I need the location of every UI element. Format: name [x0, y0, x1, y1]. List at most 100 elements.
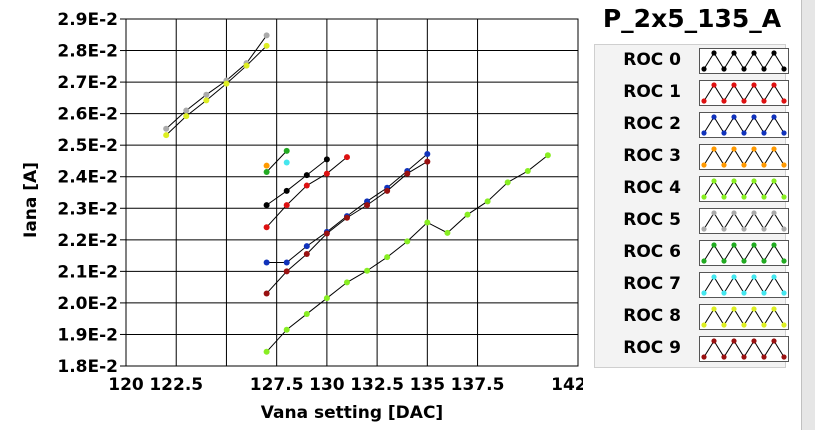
legend-swatch-graphic [701, 274, 787, 296]
legend-swatch-marker [741, 66, 747, 72]
legend-swatch-marker [731, 242, 737, 248]
legend-swatch [699, 272, 789, 298]
series-line [165, 35, 268, 130]
x-tick-label: 135 [410, 375, 446, 395]
legend-swatch-marker [771, 338, 777, 344]
legend-swatch-marker [771, 210, 777, 216]
data-point [283, 159, 290, 166]
legend-swatch-graphic [701, 50, 787, 72]
legend-swatch-graphic [701, 338, 787, 360]
data-point [343, 214, 350, 221]
x-tick-label: 137.5 [451, 375, 505, 395]
data-point [263, 162, 270, 169]
legend-swatch-marker [721, 226, 727, 232]
data-point [424, 158, 431, 165]
legend-swatch [699, 112, 789, 138]
x-tick-label: 127.5 [250, 375, 304, 395]
series-line [266, 161, 428, 294]
legend-item: ROC 1 [595, 77, 789, 109]
legend-swatch-marker [731, 306, 737, 312]
legend-swatch-marker [721, 258, 727, 264]
legend-swatch-marker [761, 98, 767, 104]
data-point [544, 152, 551, 159]
legend-swatch-marker [711, 242, 717, 248]
data-point [323, 156, 330, 163]
legend-swatch-graphic [701, 146, 787, 168]
legend-swatch-graphic [701, 114, 787, 136]
vertical-scrollbar[interactable] [801, 0, 815, 430]
legend-item-label: ROC 2 [623, 114, 681, 134]
data-point [464, 211, 471, 218]
legend-item-label: ROC 1 [623, 82, 681, 102]
data-series [163, 32, 551, 355]
data-point [504, 179, 511, 186]
data-point [203, 91, 210, 98]
legend-swatch-marker [731, 178, 737, 184]
legend-swatch-marker [741, 354, 747, 360]
data-point [424, 151, 431, 158]
data-point [283, 147, 290, 154]
legend-swatch-marker [761, 354, 767, 360]
data-point [384, 187, 391, 194]
data-point [364, 267, 371, 274]
series-roc-6 [263, 147, 290, 175]
legend-swatch-marker [731, 338, 737, 344]
legend-swatch [699, 336, 789, 362]
legend-swatch-marker [781, 194, 787, 200]
legend-swatch-graphic [701, 306, 787, 328]
legend-swatch-marker [721, 130, 727, 136]
y-tick-label: 2.8E-2 [57, 42, 118, 62]
data-point [283, 268, 290, 275]
data-point [323, 230, 330, 237]
legend-swatch-marker [721, 322, 727, 328]
legend-swatch-marker [731, 210, 737, 216]
series-roc-9 [263, 158, 431, 297]
legend-swatch-marker [781, 130, 787, 136]
legend-swatch-marker [751, 338, 757, 344]
legend-swatch-marker [761, 226, 767, 232]
legend-item-label: ROC 9 [623, 338, 681, 358]
legend-swatch-marker [781, 290, 787, 296]
legend-swatch-marker [721, 66, 727, 72]
data-point [163, 132, 170, 139]
legend-swatch-graphic [701, 178, 787, 200]
x-tick-label: 130 [309, 375, 345, 395]
legend-swatch [699, 48, 789, 74]
legend-swatch-marker [711, 114, 717, 120]
legend-item-label: ROC 3 [623, 146, 681, 166]
legend-swatch-marker [701, 290, 707, 296]
legend-item: ROC 4 [595, 173, 789, 205]
data-point [283, 259, 290, 266]
legend-swatch-marker [741, 258, 747, 264]
legend-item-label: ROC 5 [623, 210, 681, 230]
data-point [303, 182, 310, 189]
legend-swatch-marker [711, 338, 717, 344]
data-point [263, 259, 270, 266]
series-roc-1 [263, 154, 350, 231]
data-point [303, 310, 310, 317]
legend-swatch [699, 144, 789, 170]
legend-swatch-marker [771, 242, 777, 248]
legend-swatch-marker [781, 226, 787, 232]
legend-swatch-marker [701, 66, 707, 72]
legend-swatch-marker [781, 258, 787, 264]
x-tick-label: 142.5 [551, 375, 583, 395]
legend-swatch-marker [721, 194, 727, 200]
data-point [484, 198, 491, 205]
y-tick-label: 2.0E-2 [57, 294, 118, 314]
series-line [266, 156, 348, 228]
series-roc-5 [163, 32, 270, 132]
chart-title: P_2x5_135_A [602, 4, 782, 33]
legend-swatch-marker [701, 226, 707, 232]
legend-swatch-marker [761, 290, 767, 296]
legend-swatch-marker [721, 354, 727, 360]
legend-swatch [699, 176, 789, 202]
legend-swatch-marker [771, 306, 777, 312]
legend-swatch-marker [701, 194, 707, 200]
legend-swatch-marker [711, 210, 717, 216]
legend-swatch-marker [751, 242, 757, 248]
legend-swatch-marker [731, 50, 737, 56]
legend-swatch-marker [741, 290, 747, 296]
legend-swatch [699, 208, 789, 234]
legend-item: ROC 2 [595, 109, 789, 141]
